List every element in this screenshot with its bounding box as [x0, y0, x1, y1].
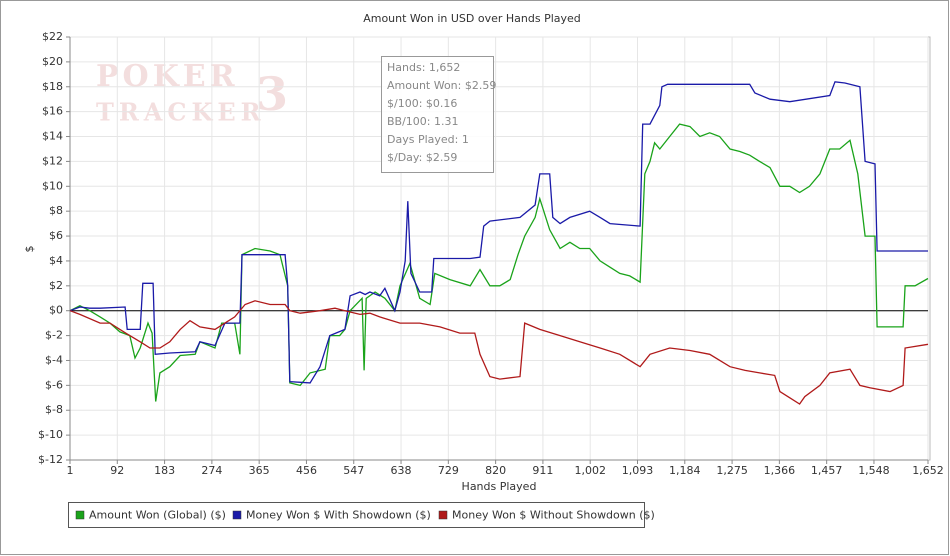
legend-label: Amount Won (Global) ($) — [89, 509, 226, 522]
y-tick-label: $8 — [49, 204, 63, 217]
x-tick-label: 365 — [249, 464, 270, 477]
y-tick-label: $18 — [42, 80, 63, 93]
x-tick-label: 1,275 — [716, 464, 748, 477]
tooltip-line: $/100: $0.16 — [387, 97, 457, 110]
x-tick-label: 1,184 — [669, 464, 701, 477]
tooltip-line: BB/100: 1.31 — [387, 115, 459, 128]
tooltip-line: Amount Won: $2.59 — [387, 79, 496, 92]
y-tick-label: $4 — [49, 254, 63, 267]
legend-swatch — [232, 510, 242, 520]
plot-background — [69, 36, 931, 461]
tooltip-line: $/Day: $2.59 — [387, 151, 457, 164]
y-tick-label: $-12 — [38, 453, 63, 466]
x-tick-label: 547 — [343, 464, 364, 477]
y-tick-label: $20 — [42, 55, 63, 68]
tooltip-box — [381, 56, 494, 173]
y-tick-label: $14 — [42, 130, 63, 143]
y-tick-label: $-8 — [45, 403, 63, 416]
y-tick-label: $2 — [49, 279, 63, 292]
legend-swatch — [438, 510, 448, 520]
legend-swatch — [75, 510, 85, 520]
x-tick-label: 820 — [485, 464, 506, 477]
x-tick-label: 1,002 — [574, 464, 606, 477]
y-tick-label: $-4 — [45, 353, 63, 366]
y-tick-label: $-10 — [38, 428, 63, 441]
legend-label: Money Won $ Without Showdown ($) — [452, 509, 655, 522]
tooltip-line: Days Played: 1 — [387, 133, 469, 146]
x-tick-label: 274 — [201, 464, 222, 477]
x-tick-label: 1,652 — [912, 464, 944, 477]
watermark: 3 — [256, 67, 288, 121]
x-tick-label: 638 — [391, 464, 412, 477]
chart-title: Amount Won in USD over Hands Played — [363, 12, 581, 25]
legend-label: Money Won $ With Showdown ($) — [246, 509, 431, 522]
x-tick-label: 1 — [67, 464, 74, 477]
y-tick-label: $12 — [42, 154, 63, 167]
y-tick-label: $-6 — [45, 378, 63, 391]
x-tick-label: 92 — [110, 464, 124, 477]
x-tick-label: 1,366 — [764, 464, 796, 477]
y-tick-label: $22 — [42, 30, 63, 43]
series-line — [69, 300, 929, 405]
tooltip-line: Hands: 1,652 — [387, 61, 460, 74]
x-tick-label: 1,548 — [858, 464, 890, 477]
x-tick-label: 1,093 — [622, 464, 654, 477]
x-tick-label: 729 — [438, 464, 459, 477]
y-tick-label: $10 — [42, 179, 63, 192]
y-tick-label: $0 — [49, 304, 63, 317]
legend-box — [68, 502, 645, 528]
x-tick-label: 456 — [296, 464, 317, 477]
x-axis-label: Hands Played — [462, 480, 537, 493]
y-axis-label: $ — [23, 246, 36, 253]
y-tick-label: $6 — [49, 229, 63, 242]
y-tick-label: $16 — [42, 105, 63, 118]
x-tick-label: 183 — [154, 464, 175, 477]
series-line — [69, 81, 928, 384]
x-tick-label: 1,457 — [811, 464, 843, 477]
x-tick-label: 911 — [532, 464, 553, 477]
y-tick-label: $-2 — [45, 329, 63, 342]
